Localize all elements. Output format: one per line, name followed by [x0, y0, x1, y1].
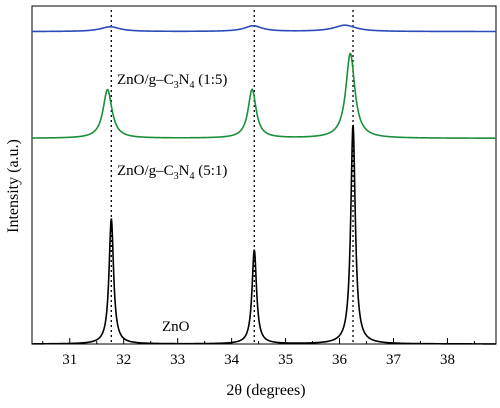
series-line-2: [32, 52, 497, 139]
series-group: [31, 24, 497, 345]
plot-area: 31 32 33 34 35 36 37 38: [31, 5, 497, 368]
x-axis-title: 2θ (degrees): [226, 382, 305, 399]
x-tick-label: 38: [440, 352, 455, 368]
series-line-3: [32, 24, 496, 33]
series-label-zno: ZnO: [162, 319, 190, 335]
x-tick-label: 37: [386, 352, 402, 368]
x-tick-label: 32: [116, 352, 131, 368]
series-line-1: [31, 124, 496, 345]
plot-frame: [31, 5, 497, 345]
x-tick-label: 35: [278, 352, 293, 368]
x-tick-label: 33: [170, 352, 185, 368]
series-label-1to5: ZnO/g–C3N4 (1:5): [117, 72, 227, 91]
x-tick-label: 36: [332, 352, 348, 368]
x-ticks: 31 32 33 34 35 36 37 38: [42, 338, 475, 368]
x-tick-label: 31: [62, 352, 77, 368]
series-label-5to1: ZnO/g–C3N4 (5:1): [117, 163, 227, 182]
y-axis-title: Intensity (a.u.): [5, 139, 22, 233]
x-tick-label: 34: [224, 352, 240, 368]
